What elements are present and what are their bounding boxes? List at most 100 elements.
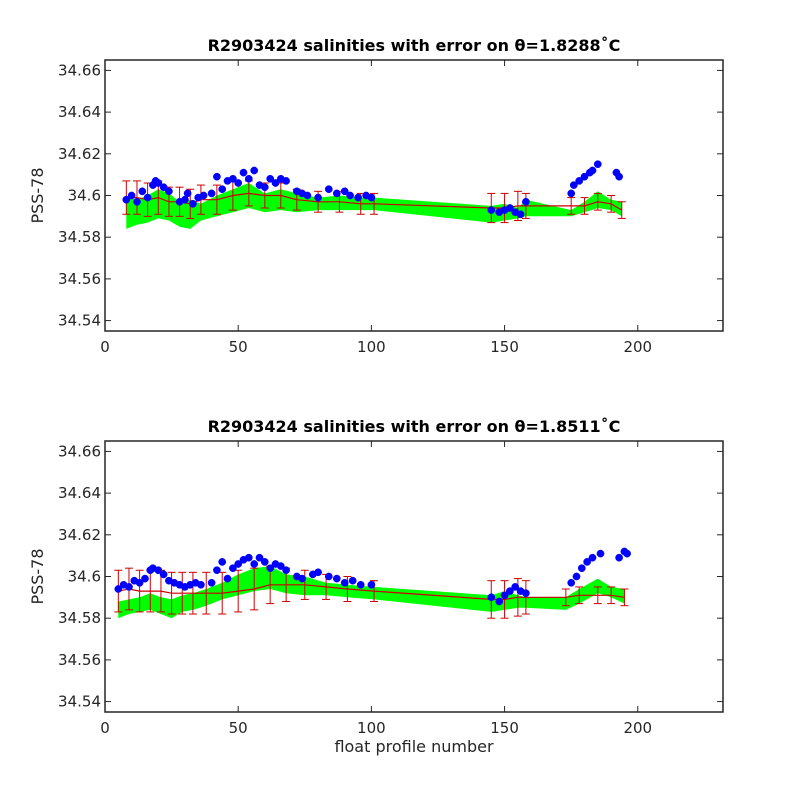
chart-panel-1: 0 50 100 150 200 34.54 34.56 34.58 34.6 34.62 34.6… <box>28 36 724 356</box>
float-salinity-point <box>340 187 349 196</box>
float-salinity-point <box>282 566 290 575</box>
float-salinity-point <box>255 553 264 562</box>
x-tick-label: 200 <box>623 338 652 356</box>
x-tick-label: 150 <box>490 338 519 356</box>
float-salinity-point <box>260 183 269 192</box>
float-salinity-point <box>159 183 168 192</box>
float-salinity-point <box>506 204 514 212</box>
y-tick-label: 34.66 <box>58 61 101 79</box>
float-salinity-point <box>324 185 333 194</box>
float-salinity-point <box>159 570 168 579</box>
float-salinity-point <box>218 558 227 566</box>
float-salinity-point <box>356 580 365 589</box>
plot-area <box>105 60 723 331</box>
float-salinity-point <box>340 578 349 587</box>
y-tick-label: 34.6 <box>68 568 101 586</box>
float-salinity-point <box>596 549 605 558</box>
x-tick-label: 0 <box>100 338 110 356</box>
float-salinity-point <box>250 166 259 175</box>
float-salinity-point <box>567 578 576 587</box>
float-salinity-point <box>138 187 147 196</box>
float-salinity-point <box>346 191 354 200</box>
chart-title: R2903424 salinities with error on θ=1.85… <box>208 417 621 436</box>
x-tick-label: 0 <box>100 719 110 737</box>
float-salinity-point <box>197 580 205 589</box>
float-salinity-point <box>207 189 216 198</box>
float-salinity-point <box>588 553 597 562</box>
float-salinity-point <box>577 564 586 573</box>
float-salinity-point <box>332 574 341 583</box>
float-salinity-point <box>218 185 227 194</box>
y-tick-label: 34.66 <box>58 442 101 460</box>
float-salinity-point <box>183 189 192 198</box>
float-salinity-point <box>282 177 290 185</box>
y-tick-label: 34.56 <box>58 270 101 288</box>
x-tick-label: 50 <box>229 338 248 356</box>
float-salinity-point <box>569 181 578 189</box>
y-tick-label: 34.64 <box>58 103 101 121</box>
float-salinity-point <box>575 177 584 185</box>
float-salinity-point <box>314 193 322 202</box>
float-salinity-point <box>271 179 280 187</box>
mapped-salinity-band <box>118 566 625 619</box>
float-salinity-point <box>572 572 581 581</box>
float-salinity-point <box>298 574 306 583</box>
float-salinity-point <box>276 562 285 570</box>
float-salinity-point <box>332 189 341 198</box>
float-salinity-point <box>154 179 163 187</box>
float-salinity-point <box>154 566 163 575</box>
float-salinity-point <box>122 195 131 204</box>
y-tick-label: 34.6 <box>68 187 101 205</box>
plot-marks <box>114 547 631 619</box>
float-salinity-point <box>511 583 520 591</box>
y-tick-label: 34.54 <box>58 693 101 711</box>
y-tick-label: 34.64 <box>58 484 101 502</box>
x-axis-label: float profile number <box>334 737 494 756</box>
float-salinity-point <box>615 172 623 181</box>
float-salinity-point <box>367 580 376 589</box>
float-salinity-point <box>588 166 597 175</box>
float-salinity-point <box>244 553 253 562</box>
float-salinity-point <box>127 191 136 200</box>
x-tick-label: 50 <box>229 719 248 737</box>
float-salinity-point <box>125 583 133 591</box>
plot-marks <box>122 160 626 229</box>
float-salinity-point <box>234 560 243 568</box>
float-salinity-point <box>348 576 357 585</box>
float-salinity-point <box>615 553 623 562</box>
x-tick-label: 100 <box>357 719 386 737</box>
float-salinity-point <box>207 578 216 587</box>
float-salinity-point <box>500 591 509 600</box>
float-salinity-point <box>516 210 525 219</box>
float-salinity-point <box>244 174 253 183</box>
float-salinity-point <box>367 193 376 202</box>
float-salinity-point <box>239 168 248 177</box>
y-tick-label: 34.58 <box>58 228 101 246</box>
float-salinity-point <box>593 160 602 169</box>
float-salinity-point <box>522 589 530 598</box>
x-tick-label: 150 <box>490 719 519 737</box>
float-salinity-point <box>303 191 312 200</box>
chart-panel-2: 0 50 100 150 200 34.54 34.56 34.58 34.6 34.62 34.6… <box>28 417 724 756</box>
y-tick-label: 34.56 <box>58 651 101 669</box>
y-tick-label: 34.54 <box>58 312 101 330</box>
float-salinity-point <box>623 549 631 558</box>
float-salinity-point <box>487 206 496 214</box>
y-tick-label: 34.62 <box>58 526 101 544</box>
float-salinity-point <box>229 174 237 183</box>
float-salinity-point <box>567 189 576 198</box>
float-salinity-point <box>522 197 530 206</box>
float-salinity-point <box>213 172 221 181</box>
float-salinity-point <box>229 564 237 573</box>
float-salinity-point <box>324 572 333 581</box>
float-salinity-point <box>354 193 362 202</box>
plot-area <box>105 441 723 712</box>
float-salinity-point <box>260 558 269 566</box>
float-salinity-point <box>114 585 123 593</box>
y-axis-label: PSS-78 <box>28 167 47 223</box>
y-axis-label: PSS-78 <box>28 548 47 604</box>
y-tick-label: 34.58 <box>58 609 101 627</box>
x-tick-label: 100 <box>357 338 386 356</box>
y-tick-label: 34.62 <box>58 145 101 163</box>
